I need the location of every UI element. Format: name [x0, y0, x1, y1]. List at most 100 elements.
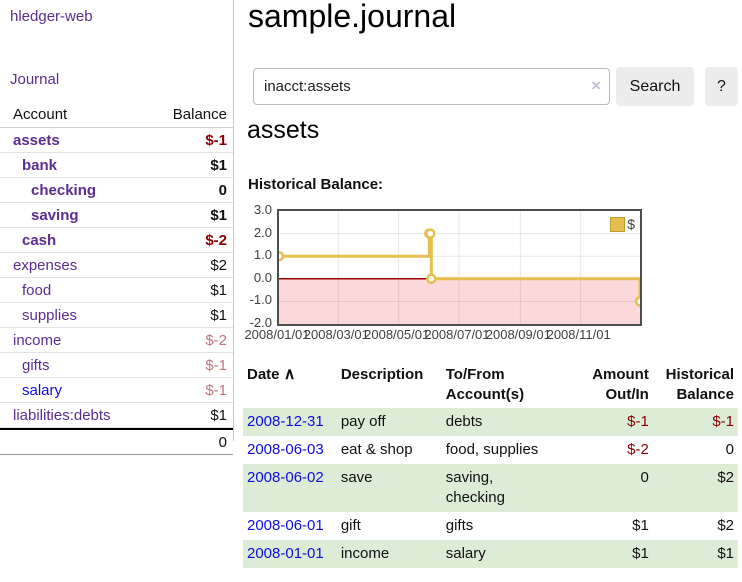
transaction-amount: $-1 [627, 413, 649, 430]
account-row: bank $1 [0, 153, 233, 178]
account-link-checking[interactable]: checking [31, 181, 97, 199]
transaction-amount: 0 [640, 469, 649, 486]
y-axis-tick-label: 3.0 [253, 202, 272, 217]
account-row: cash $-2 [0, 228, 233, 253]
sidebar-divider [233, 0, 234, 441]
account-heading: assets [247, 116, 320, 144]
account-link-salary[interactable]: salary [22, 381, 63, 399]
legend-label: $ [627, 216, 635, 232]
transaction-date-link[interactable]: 2008-01-01 [247, 545, 324, 562]
y-axis-tick-label: 1.0 [253, 247, 272, 263]
account-row: supplies $1 [0, 303, 233, 328]
transaction-accounts: debts [445, 413, 483, 430]
account-balance: $-1 [205, 131, 227, 149]
transaction-description: save [340, 469, 373, 486]
transaction-date-link[interactable]: 2008-06-03 [247, 441, 324, 458]
transaction-amount: $-2 [627, 441, 649, 458]
legend-swatch-icon [610, 216, 626, 232]
y-axis-tick-label: 2.0 [253, 224, 272, 240]
account-link-assets[interactable]: assets [13, 131, 60, 149]
account-balance-table: Account Balance assets $-1 bank $1 checking 0… [0, 101, 233, 455]
account-link-food[interactable]: food [22, 281, 52, 299]
transaction-row: 2008-01-01 income salary $1 $1 [243, 540, 738, 568]
transaction-accounts: saving, checking [445, 469, 505, 506]
transaction-amount: $1 [632, 545, 649, 562]
transaction-description: gift [340, 517, 361, 534]
account-balance: $-1 [205, 381, 227, 399]
search-input[interactable] [253, 68, 610, 105]
account-total-row: 0 [0, 428, 233, 455]
transaction-row: 2008-06-01 gift gifts $1 $2 [243, 512, 738, 540]
account-table-header: Account Balance [0, 101, 233, 128]
transaction-balance: $2 [717, 517, 734, 534]
column-header-balance[interactable]: Historical Balance [665, 366, 734, 403]
account-balance: $-2 [205, 331, 227, 349]
column-header-amount[interactable]: Amount Out/In [592, 366, 649, 403]
column-header-date[interactable]: Date ∧ [247, 366, 296, 383]
column-header-description[interactable]: Description [340, 366, 424, 383]
x-axis-tick-label: 2008/05/01 [364, 327, 430, 342]
transaction-balance: 0 [725, 441, 734, 458]
column-header-accounts[interactable]: To/From Account(s) [445, 366, 525, 403]
chart-canvas [279, 211, 640, 324]
transaction-description: eat & shop [340, 441, 413, 458]
page-title: sample.journal [248, 0, 457, 34]
account-link-saving[interactable]: saving [31, 206, 79, 224]
y-axis-tick-label: 0.0 [253, 269, 272, 285]
total-balance: 0 [218, 433, 227, 451]
account-row: gifts $-1 [0, 353, 233, 378]
transaction-row: 2008-12-31 pay off debts $-1 $-1 [243, 408, 738, 436]
transaction-accounts: gifts [445, 517, 474, 534]
transaction-date-link[interactable]: 2008-06-01 [247, 517, 324, 534]
search-button[interactable]: Search [616, 67, 694, 106]
account-balance: 0 [218, 181, 227, 199]
register-table: Date ∧ Description To/From Account(s) Am… [243, 362, 738, 568]
help-button[interactable]: ? [705, 67, 738, 106]
account-row: salary $-1 [0, 378, 233, 403]
transaction-balance: $2 [717, 469, 734, 486]
account-link-income[interactable]: income [13, 331, 62, 349]
account-link-bank[interactable]: bank [22, 156, 58, 174]
account-balance: $1 [210, 156, 227, 174]
x-axis-tick-label: 2008/07/01 [424, 327, 490, 342]
sort-asc-icon: ∧ [283, 366, 296, 383]
transaction-balance: $-1 [712, 413, 734, 430]
transaction-date-link[interactable]: 2008-06-02 [247, 469, 324, 486]
account-balance: $-2 [205, 231, 227, 249]
account-row: food $1 [0, 278, 233, 303]
account-link-supplies[interactable]: supplies [22, 306, 78, 324]
account-balance: $1 [210, 281, 227, 299]
x-axis-tick-label: 2008/03/01 [303, 327, 369, 342]
account-balance: $-1 [205, 356, 227, 374]
balance-column-header: Balance [172, 105, 227, 123]
transaction-accounts: food, supplies [445, 441, 539, 458]
account-link-gifts[interactable]: gifts [22, 356, 50, 374]
x-axis-tick-label: 2008/01/01 [244, 327, 310, 342]
account-column-header: Account [13, 105, 68, 123]
clear-search-icon[interactable]: × [591, 76, 601, 95]
account-row: checking 0 [0, 178, 233, 203]
transaction-amount: $1 [632, 517, 649, 534]
account-row: assets $-1 [0, 128, 233, 153]
y-axis-tick-label: -1.0 [249, 292, 272, 308]
transaction-description: income [340, 545, 390, 562]
search-field-wrap: × [253, 68, 610, 105]
account-link-cash[interactable]: cash [22, 231, 57, 249]
app-brand-link[interactable]: hledger-web [10, 8, 93, 25]
account-balance: $1 [210, 206, 227, 224]
account-row: saving $1 [0, 203, 233, 228]
transaction-row: 2008-06-03 eat & shop food, supplies $-2 0 [243, 436, 738, 464]
transaction-date-link[interactable]: 2008-12-31 [247, 413, 324, 430]
account-row: liabilities:debts $1 [0, 403, 233, 428]
nav-journal-link[interactable]: Journal [10, 71, 60, 88]
chart-legend: $ [610, 216, 635, 232]
account-balance: $2 [210, 256, 227, 274]
chart-label: Historical Balance: [248, 176, 384, 193]
account-link-expenses[interactable]: expenses [13, 256, 78, 274]
transaction-balance: $1 [717, 545, 734, 562]
transaction-accounts: salary [445, 545, 486, 562]
transaction-row: 2008-06-02 save saving, checking 0 $2 [243, 464, 738, 512]
account-link-liabilities-debts[interactable]: liabilities:debts [13, 406, 111, 424]
y-axis-tick-label: -2.0 [249, 315, 272, 330]
balance-chart: $ [277, 209, 642, 326]
